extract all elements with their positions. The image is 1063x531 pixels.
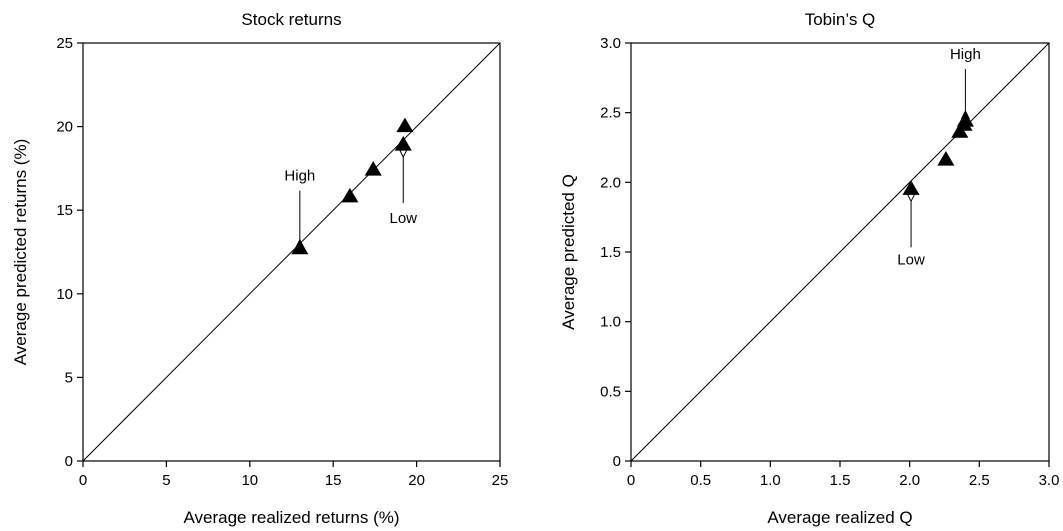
data-point-triangle: [364, 161, 382, 176]
y-tick-label: 1.5: [600, 244, 621, 261]
y-tick-label: 15: [56, 202, 73, 219]
data-point-triangle: [396, 117, 414, 133]
x-tick-label: 2.0: [899, 472, 920, 489]
x-tick-label: 10: [241, 472, 258, 489]
x-tick-label: 0.5: [690, 472, 711, 489]
data-point-triangle: [902, 180, 920, 195]
y-axis-label: Average predicted Q: [559, 174, 578, 330]
y-tick-label: 10: [56, 286, 73, 303]
x-tick-label: 15: [325, 472, 342, 489]
plot-frame: [82, 42, 501, 462]
y-tick-label: 0: [613, 453, 621, 470]
y-tick-label: 0.5: [600, 383, 621, 400]
y-tick-label: 2.5: [600, 105, 621, 122]
annotation-low: Low: [389, 210, 417, 227]
x-tick-label: 1.5: [830, 472, 851, 489]
chart-title: Tobin’s Q: [805, 10, 876, 29]
data-point-triangle: [394, 135, 412, 151]
reference-line: [82, 42, 501, 462]
chart-2: Tobin’s Q 0 0.5 1.0 1.5 2.0 2.5 3.0 0 0.5 1.0 1.5 2.…: [559, 10, 1059, 527]
annotation-arrow-head: [398, 148, 408, 159]
y-tick-label: 2.0: [600, 174, 621, 191]
chart-1: Stock returns 0 5 10 15 20 25 0 5 10 15 20 25 Average…: [11, 10, 508, 527]
x-tick-label: 5: [162, 472, 170, 489]
y-tick-label: 1.0: [600, 314, 621, 331]
data-point-triangle: [341, 187, 359, 203]
data-point-triangle: [291, 239, 309, 255]
x-axis-label: Average realized returns (%): [183, 508, 399, 527]
x-tick-label: 3.0: [1039, 472, 1060, 489]
x-tick-label: 25: [492, 472, 509, 489]
annotation-high: High: [284, 168, 315, 185]
y-axis-label: Average predicted returns (%): [11, 139, 30, 365]
y-tick-label: 3.0: [600, 35, 621, 52]
annotation-low: Low: [897, 251, 925, 268]
y-tick-label: 25: [56, 35, 73, 52]
x-tick-label: 2.5: [969, 472, 990, 489]
annotation-arrow-head: [906, 193, 916, 203]
data-point-triangle: [937, 151, 955, 166]
reference-line: [630, 42, 1050, 462]
annotation-arrow-head: [295, 238, 305, 248]
y-tick-label: 20: [56, 119, 73, 136]
x-tick-label: 0: [627, 472, 635, 489]
x-tick-label: 20: [408, 472, 425, 489]
annotation-arrow-head: [960, 109, 970, 120]
x-tick-label: 0: [79, 472, 87, 489]
annotation-high: High: [950, 46, 981, 63]
data-point-triangle: [956, 112, 974, 127]
chart-title: Stock returns: [241, 10, 341, 29]
y-tick-label: 0: [65, 453, 73, 470]
y-tick-label: 5: [65, 369, 73, 386]
x-tick-label: 1.0: [760, 472, 781, 489]
x-axis-label: Average realized Q: [767, 508, 912, 527]
